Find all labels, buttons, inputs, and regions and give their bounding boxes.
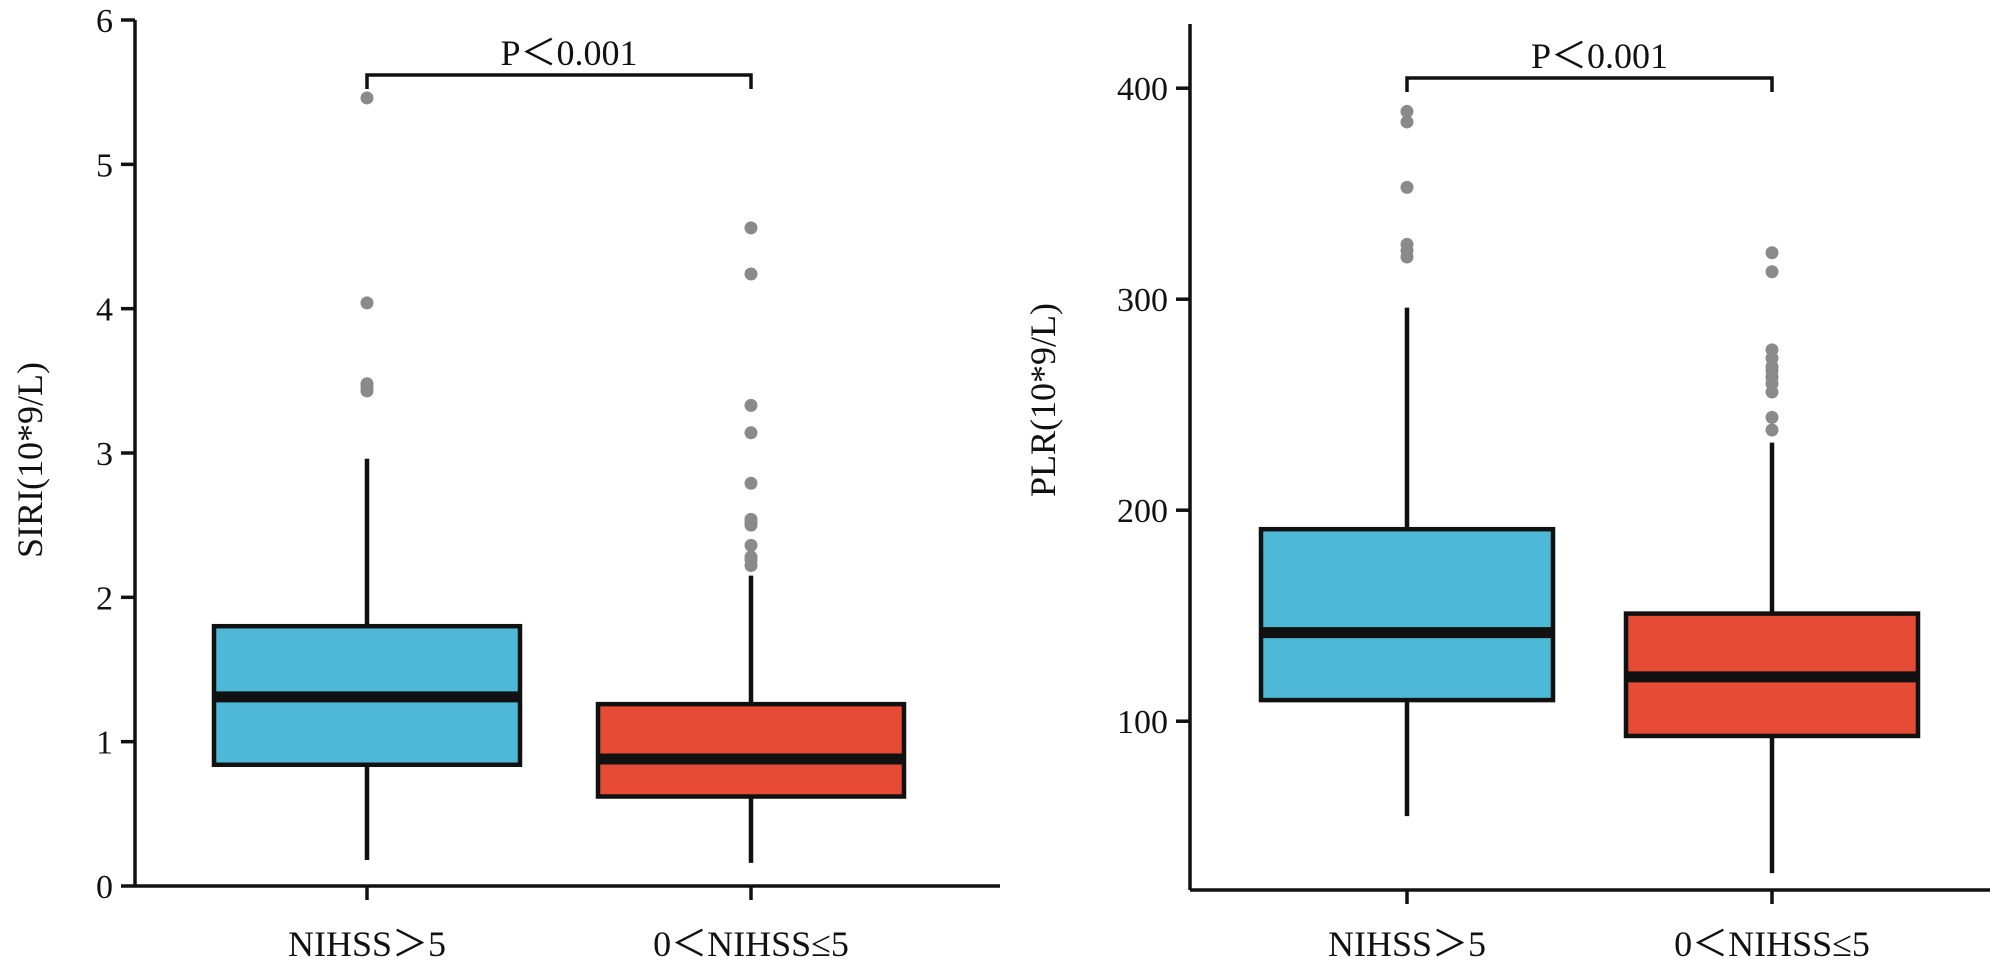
outlier-point (1400, 104, 1414, 118)
y-tick-label: 400 (1117, 71, 1168, 108)
iqr-box (595, 701, 907, 799)
outlier-point (744, 426, 758, 440)
plr-boxplot-panel: 100 200 300 400 PLR(10*9/L) NIHSS＞5 0＜NIHSS≤5 P… (1023, 24, 1990, 964)
outlier-point (360, 377, 374, 391)
y-tick-label: 2 (96, 580, 113, 617)
box-group: NIHSS＞5 (211, 91, 523, 964)
outlier-point (1765, 246, 1779, 260)
box-group: 0＜NIHSS≤5 (1623, 246, 1921, 964)
y-tick-label: 200 (1117, 493, 1168, 530)
p-value-label: P＜0.001 (1531, 36, 1668, 76)
x-tick-label: NIHSS＞5 (288, 924, 446, 964)
y-axis-label: PLR(10*9/L) (1023, 303, 1063, 497)
y-tick-label: 0 (96, 869, 113, 906)
outlier-point (1765, 423, 1779, 437)
siri-boxplot-panel: 0 1 2 3 4 5 6 SIRI(10*9/L) NIHSS＞5 0＜NIHSS≤5 P＜0.0… (10, 3, 1000, 964)
significance-bracket (1405, 76, 1774, 92)
y-tick-label: 300 (1117, 282, 1168, 319)
outlier-point (1400, 237, 1414, 251)
outlier-point (1400, 180, 1414, 194)
significance-bracket (365, 73, 753, 89)
box-group: NIHSS＞5 (1258, 104, 1556, 964)
y-tick-label: 3 (96, 436, 113, 473)
y-tick-label: 1 (96, 725, 113, 762)
outlier-point (744, 476, 758, 490)
outlier-point (1765, 265, 1779, 279)
outlier-point (1765, 343, 1779, 357)
outlier-point (744, 538, 758, 552)
outlier-point (360, 296, 374, 310)
outlier-point (744, 550, 758, 564)
x-tick-label: NIHSS＞5 (1328, 924, 1486, 964)
p-value-label: P＜0.001 (500, 33, 637, 73)
outlier-point (1765, 410, 1779, 424)
x-tick-label: 0＜NIHSS≤5 (653, 924, 849, 964)
y-axis-label: SIRI(10*9/L) (10, 362, 50, 558)
y-tick-label: 4 (96, 292, 113, 329)
outlier-point (744, 221, 758, 235)
y-tick-label: 6 (96, 3, 113, 40)
iqr-box (1258, 526, 1556, 703)
y-tick-label: 100 (1117, 704, 1168, 741)
outlier-point (744, 398, 758, 412)
outlier-point (360, 91, 374, 105)
outlier-point (1400, 115, 1414, 129)
outlier-point (744, 267, 758, 281)
outlier-point (744, 512, 758, 526)
y-tick-label: 5 (96, 147, 113, 184)
x-tick-label: 0＜NIHSS≤5 (1674, 924, 1870, 964)
box-group: 0＜NIHSS≤5 (595, 221, 907, 964)
